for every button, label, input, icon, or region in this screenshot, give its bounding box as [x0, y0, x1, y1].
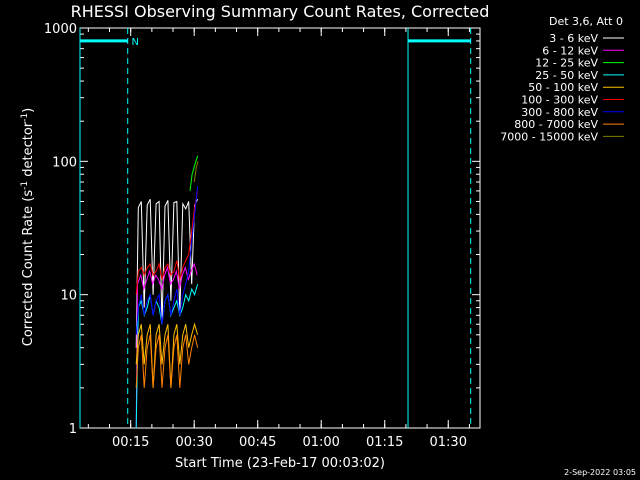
series-layer: [135, 155, 199, 429]
y-tick-label: 1: [69, 422, 77, 437]
x-tick-label: 00:45: [239, 435, 276, 450]
legend-label: 300 - 800 keV: [521, 106, 598, 119]
series-line: [135, 334, 199, 388]
legend-label: 3 - 6 keV: [549, 32, 598, 45]
legend-label: 800 - 7000 keV: [514, 118, 598, 131]
legend-label: 50 - 100 keV: [528, 81, 598, 94]
y-tick-label: 100: [52, 155, 77, 170]
chart-title: RHESSI Observing Summary Count Rates, Co…: [71, 2, 490, 21]
legend-label: 100 - 300 keV: [521, 94, 598, 107]
series-line: [193, 161, 199, 183]
x-axis-label: Start Time (23-Feb-17 00:03:02): [175, 456, 385, 471]
x-tick-label: 00:30: [175, 435, 212, 450]
series-line: [135, 186, 199, 335]
annotation-text: N: [132, 37, 139, 48]
legend-header: Det 3,6, Att 0: [549, 15, 623, 28]
series-line: [189, 155, 199, 191]
series-line: [135, 322, 199, 388]
x-tick-label: 00:15: [112, 435, 149, 450]
plot-frame: [79, 27, 481, 429]
y-tick-label: 10: [60, 289, 77, 304]
x-tick-label: 01:30: [430, 435, 467, 450]
footer-timestamp: 2-Sep-2022 03:05: [564, 468, 636, 477]
y-tick-label: 1000: [44, 22, 77, 37]
plot-axes: 1 10 100 1000 00:15 00:30 00:45 01:00 01:15 01:30: [44, 22, 481, 450]
y-axis-label: Corrected Count Rate (s-1 detector-1): [20, 108, 36, 346]
x-tick-label: 01:15: [366, 435, 403, 450]
legend-label: 25 - 50 keV: [535, 69, 598, 82]
x-tick-label: 01:00: [302, 435, 339, 450]
series-line: [135, 190, 199, 295]
series-line: [135, 198, 199, 348]
legend-label: 6 - 12 keV: [542, 44, 598, 57]
series-line: [135, 262, 198, 429]
annotations: N: [79, 28, 472, 428]
legend-label: 7000 - 15000 keV: [500, 130, 598, 143]
legend-label: 12 - 25 keV: [535, 57, 598, 70]
